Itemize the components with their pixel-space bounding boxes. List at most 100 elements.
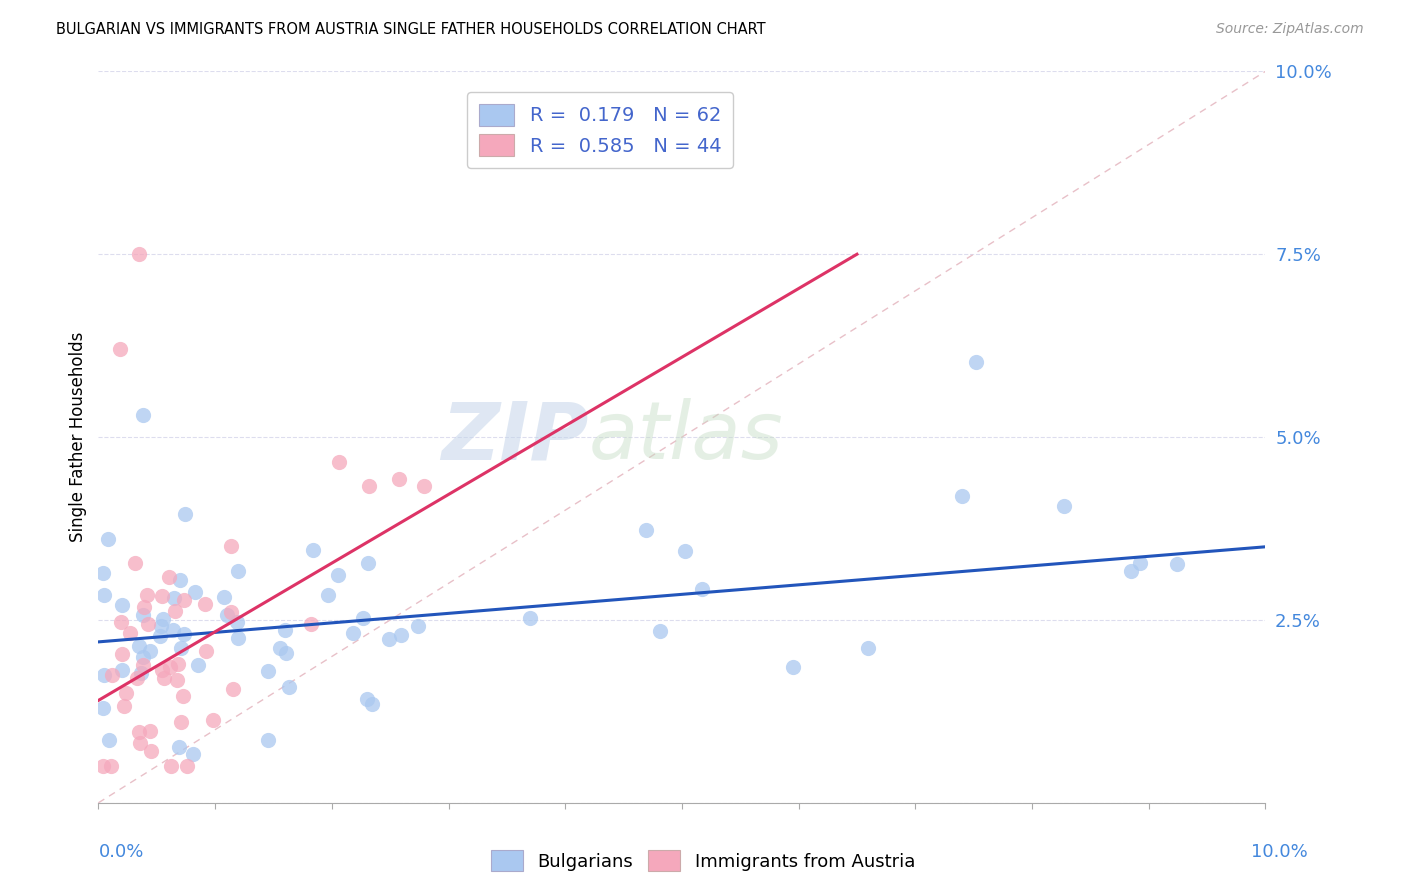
Point	[342, 625, 364, 640]
Point	[125, 671, 148, 685]
Point	[277, 680, 299, 694]
Point	[112, 698, 135, 713]
Point	[352, 611, 374, 625]
Point	[361, 697, 384, 711]
Text: Source: ZipAtlas.com: Source: ZipAtlas.com	[1216, 22, 1364, 37]
Point	[302, 542, 325, 557]
Point	[159, 660, 181, 674]
Point	[153, 672, 176, 686]
Point	[194, 597, 217, 611]
Y-axis label: Single Father Households: Single Father Households	[69, 332, 87, 542]
Point	[149, 619, 172, 633]
Point	[226, 615, 249, 629]
Point	[636, 523, 658, 537]
Legend: R =  0.179   N = 62, R =  0.585   N = 44: R = 0.179 N = 62, R = 0.585 N = 44	[467, 92, 733, 168]
Point	[1166, 557, 1188, 571]
Point	[328, 455, 350, 469]
Point	[173, 593, 195, 607]
Point	[1053, 499, 1076, 513]
Point	[124, 556, 146, 570]
Point	[170, 715, 193, 730]
Point	[118, 626, 141, 640]
Point	[132, 658, 155, 673]
Point	[226, 631, 249, 645]
Point	[110, 615, 132, 629]
Point	[134, 600, 156, 615]
Point	[950, 489, 973, 503]
Point	[222, 681, 245, 696]
Point	[97, 533, 120, 547]
Point	[128, 724, 150, 739]
Point	[97, 732, 120, 747]
Point	[217, 607, 239, 622]
Point	[195, 644, 218, 658]
Point	[187, 657, 209, 672]
Point	[111, 663, 134, 677]
Point	[169, 640, 191, 655]
Point	[93, 588, 115, 602]
Point	[176, 759, 198, 773]
Point	[157, 569, 180, 583]
Point	[150, 589, 173, 603]
Point	[181, 747, 204, 762]
Point	[174, 507, 197, 521]
Point	[162, 623, 184, 637]
Point	[132, 649, 155, 664]
Point	[648, 624, 671, 638]
Point	[166, 673, 188, 688]
Point	[167, 739, 190, 754]
Point	[160, 759, 183, 773]
Legend: Bulgarians, Immigrants from Austria: Bulgarians, Immigrants from Austria	[484, 843, 922, 879]
Point	[378, 632, 401, 646]
Text: atlas: atlas	[589, 398, 783, 476]
Point	[226, 564, 249, 578]
Point	[690, 582, 713, 596]
Point	[388, 472, 411, 486]
Point	[276, 646, 298, 660]
Point	[202, 713, 225, 727]
Point	[93, 668, 115, 682]
Point	[136, 588, 159, 602]
Point	[274, 623, 297, 637]
Point	[1119, 564, 1142, 578]
Point	[111, 599, 134, 613]
Point	[782, 660, 804, 674]
Point	[316, 588, 339, 602]
Point	[184, 585, 207, 599]
Point	[406, 619, 429, 633]
Point	[167, 657, 190, 671]
Point	[219, 605, 242, 619]
Point	[129, 736, 152, 750]
Point	[141, 744, 163, 758]
Point	[101, 667, 124, 681]
Point	[673, 544, 696, 558]
Text: 0.0%: 0.0%	[98, 843, 143, 861]
Point	[299, 616, 322, 631]
Point	[519, 610, 541, 624]
Text: ZIP: ZIP	[441, 398, 589, 476]
Point	[111, 648, 134, 662]
Point	[152, 612, 174, 626]
Point	[128, 247, 150, 261]
Point	[169, 574, 191, 588]
Text: 10.0%: 10.0%	[1251, 843, 1308, 861]
Point	[257, 665, 280, 679]
Point	[100, 759, 122, 773]
Point	[139, 644, 162, 658]
Point	[965, 355, 987, 369]
Point	[138, 724, 160, 739]
Point	[91, 759, 114, 773]
Point	[856, 640, 879, 655]
Point	[129, 666, 152, 681]
Point	[131, 409, 153, 423]
Point	[413, 479, 436, 493]
Point	[163, 591, 186, 606]
Text: BULGARIAN VS IMMIGRANTS FROM AUSTRIA SINGLE FATHER HOUSEHOLDS CORRELATION CHART: BULGARIAN VS IMMIGRANTS FROM AUSTRIA SIN…	[56, 22, 766, 37]
Point	[212, 590, 235, 604]
Point	[173, 626, 195, 640]
Point	[257, 732, 280, 747]
Point	[152, 663, 174, 677]
Point	[128, 640, 150, 654]
Point	[91, 701, 114, 715]
Point	[356, 691, 378, 706]
